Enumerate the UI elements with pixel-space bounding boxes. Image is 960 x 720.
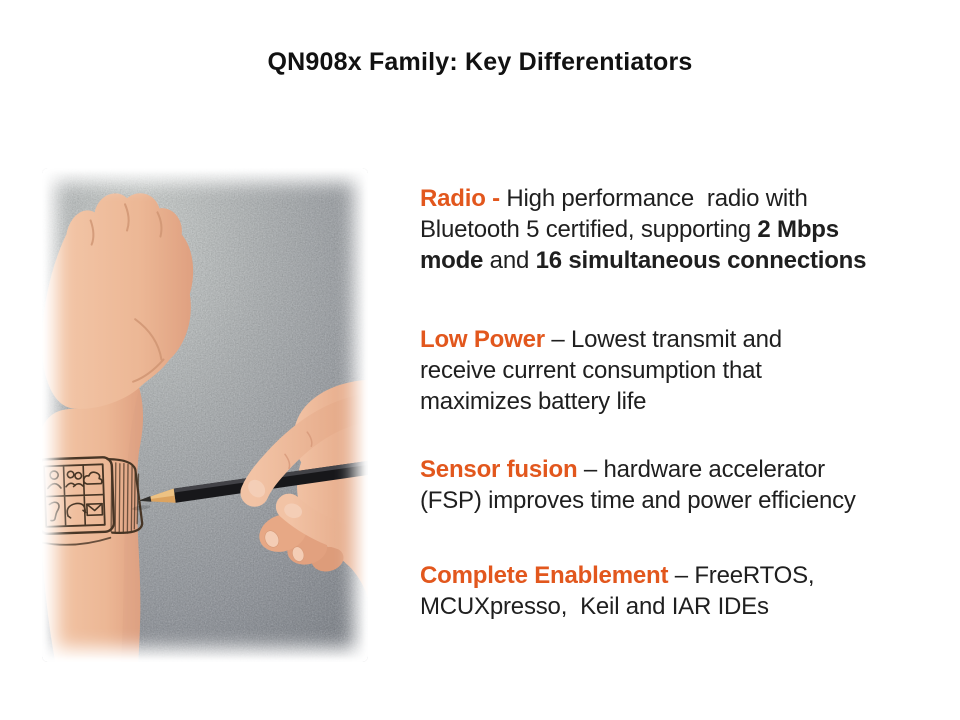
text-segment: MCUXpresso, Keil and IAR IDEs <box>420 593 769 620</box>
index-finger <box>240 393 368 507</box>
swirl-icon <box>48 501 60 522</box>
bullet-item: Low Power – Lowest transmit and receive c… <box>420 324 945 417</box>
mail-icon <box>86 502 104 517</box>
bullet-line: MCUXpresso, Keil and IAR IDEs <box>420 591 945 622</box>
thumb <box>275 493 368 557</box>
wrist-sketch-illustration <box>42 168 368 662</box>
bullet-list: Radio - High performance radio with Bluet… <box>420 183 945 622</box>
phone-icon <box>66 502 87 519</box>
text-segment: Sensor fusion <box>420 456 578 483</box>
text-segment: Bluetooth 5 certified, supporting <box>420 216 758 243</box>
bullet-line: Sensor fusion – hardware accelerator <box>420 454 945 485</box>
bullet-item: Complete Enablement – FreeRTOS, MCUXpress… <box>420 560 945 622</box>
bullet-line: Low Power – Lowest transmit and <box>420 324 945 355</box>
strap-hatching <box>106 458 144 535</box>
bullet-line: mode and 16 simultaneous connections <box>420 245 945 276</box>
bullet-line: Radio - High performance radio with <box>420 183 945 214</box>
page-title: QN908x Family: Key Differentiators <box>267 48 693 76</box>
photo <box>42 168 368 662</box>
bullet-line: (FSP) improves time and power efficiency <box>420 485 945 516</box>
bullet-item: Radio - High performance radio with Bluet… <box>420 183 945 276</box>
contacts-icon <box>65 470 84 488</box>
bullet-line: maximizes battery life <box>420 386 945 417</box>
person-icon <box>46 470 62 490</box>
text-segment: Radio - <box>420 185 507 212</box>
text-segment: High performance radio with <box>506 185 808 212</box>
text-segment: – hardware accelerator <box>577 456 825 483</box>
text-segment: 2 Mbps <box>757 216 839 243</box>
text-segment: maximizes battery life <box>420 388 647 415</box>
text-segment: – Lowest transmit and <box>544 326 782 353</box>
text-segment: receive current consumption that <box>420 357 762 384</box>
watch-sketch <box>42 456 144 546</box>
text-segment: Complete Enablement <box>420 562 669 589</box>
text-segment: (FSP) improves time and power efficiency <box>420 487 856 514</box>
text-segment: 16 simultaneous connections <box>535 247 867 274</box>
bullet-line: Complete Enablement – FreeRTOS, <box>420 560 945 591</box>
bullet-item: Sensor fusion – hardware accelerator (FSP… <box>420 454 945 516</box>
curled-fingers <box>259 514 344 572</box>
text-segment: and <box>483 247 536 274</box>
text-segment: Low Power <box>420 326 545 353</box>
bullet-line: Bluetooth 5 certified, supporting 2 Mbps <box>420 214 945 245</box>
cloud-icon <box>82 471 103 485</box>
text-segment: mode <box>420 247 484 274</box>
bullet-line: receive current consumption that <box>420 355 945 386</box>
text-segment: – FreeRTOS, <box>668 562 815 589</box>
